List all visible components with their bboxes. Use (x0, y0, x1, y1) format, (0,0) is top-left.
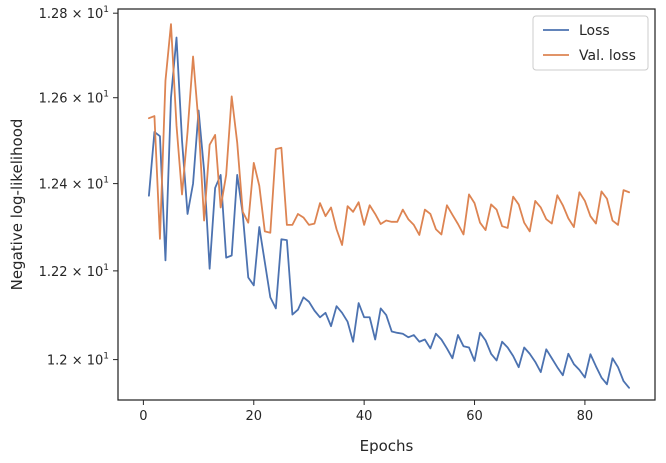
x-axis-title: Epochs (360, 437, 414, 455)
legend: Loss Val. loss (532, 15, 649, 71)
y-tick-label: 1.26 × 101 (39, 90, 109, 107)
x-tick-label: 80 (577, 409, 594, 424)
y-tick-label: 1.28 × 101 (39, 5, 109, 22)
series-lines (148, 23, 630, 389)
legend-label-loss: Loss (579, 23, 610, 39)
x-tick-label: 60 (466, 409, 483, 424)
y-tick-label: 1.24 × 101 (39, 176, 109, 193)
series-line-val-loss (148, 23, 630, 246)
legend-label-val-loss: Val. loss (579, 48, 636, 64)
x-axis: 0 20 40 60 80 (139, 400, 593, 424)
y-tick-label: 1.2 × 101 (47, 352, 109, 369)
plot-frame (117, 8, 656, 401)
series-line-loss (148, 36, 630, 389)
x-tick-label: 40 (356, 409, 373, 424)
y-axis: 1.2 × 101 1.22 × 101 1.24 × 101 1.26 × 101 1… (39, 5, 118, 369)
y-tick-label: 1.22 × 101 (39, 263, 109, 280)
x-tick-label: 20 (245, 409, 262, 424)
y-axis-title: Negative log-likelihood (8, 119, 26, 291)
x-tick-label: 0 (139, 409, 147, 424)
